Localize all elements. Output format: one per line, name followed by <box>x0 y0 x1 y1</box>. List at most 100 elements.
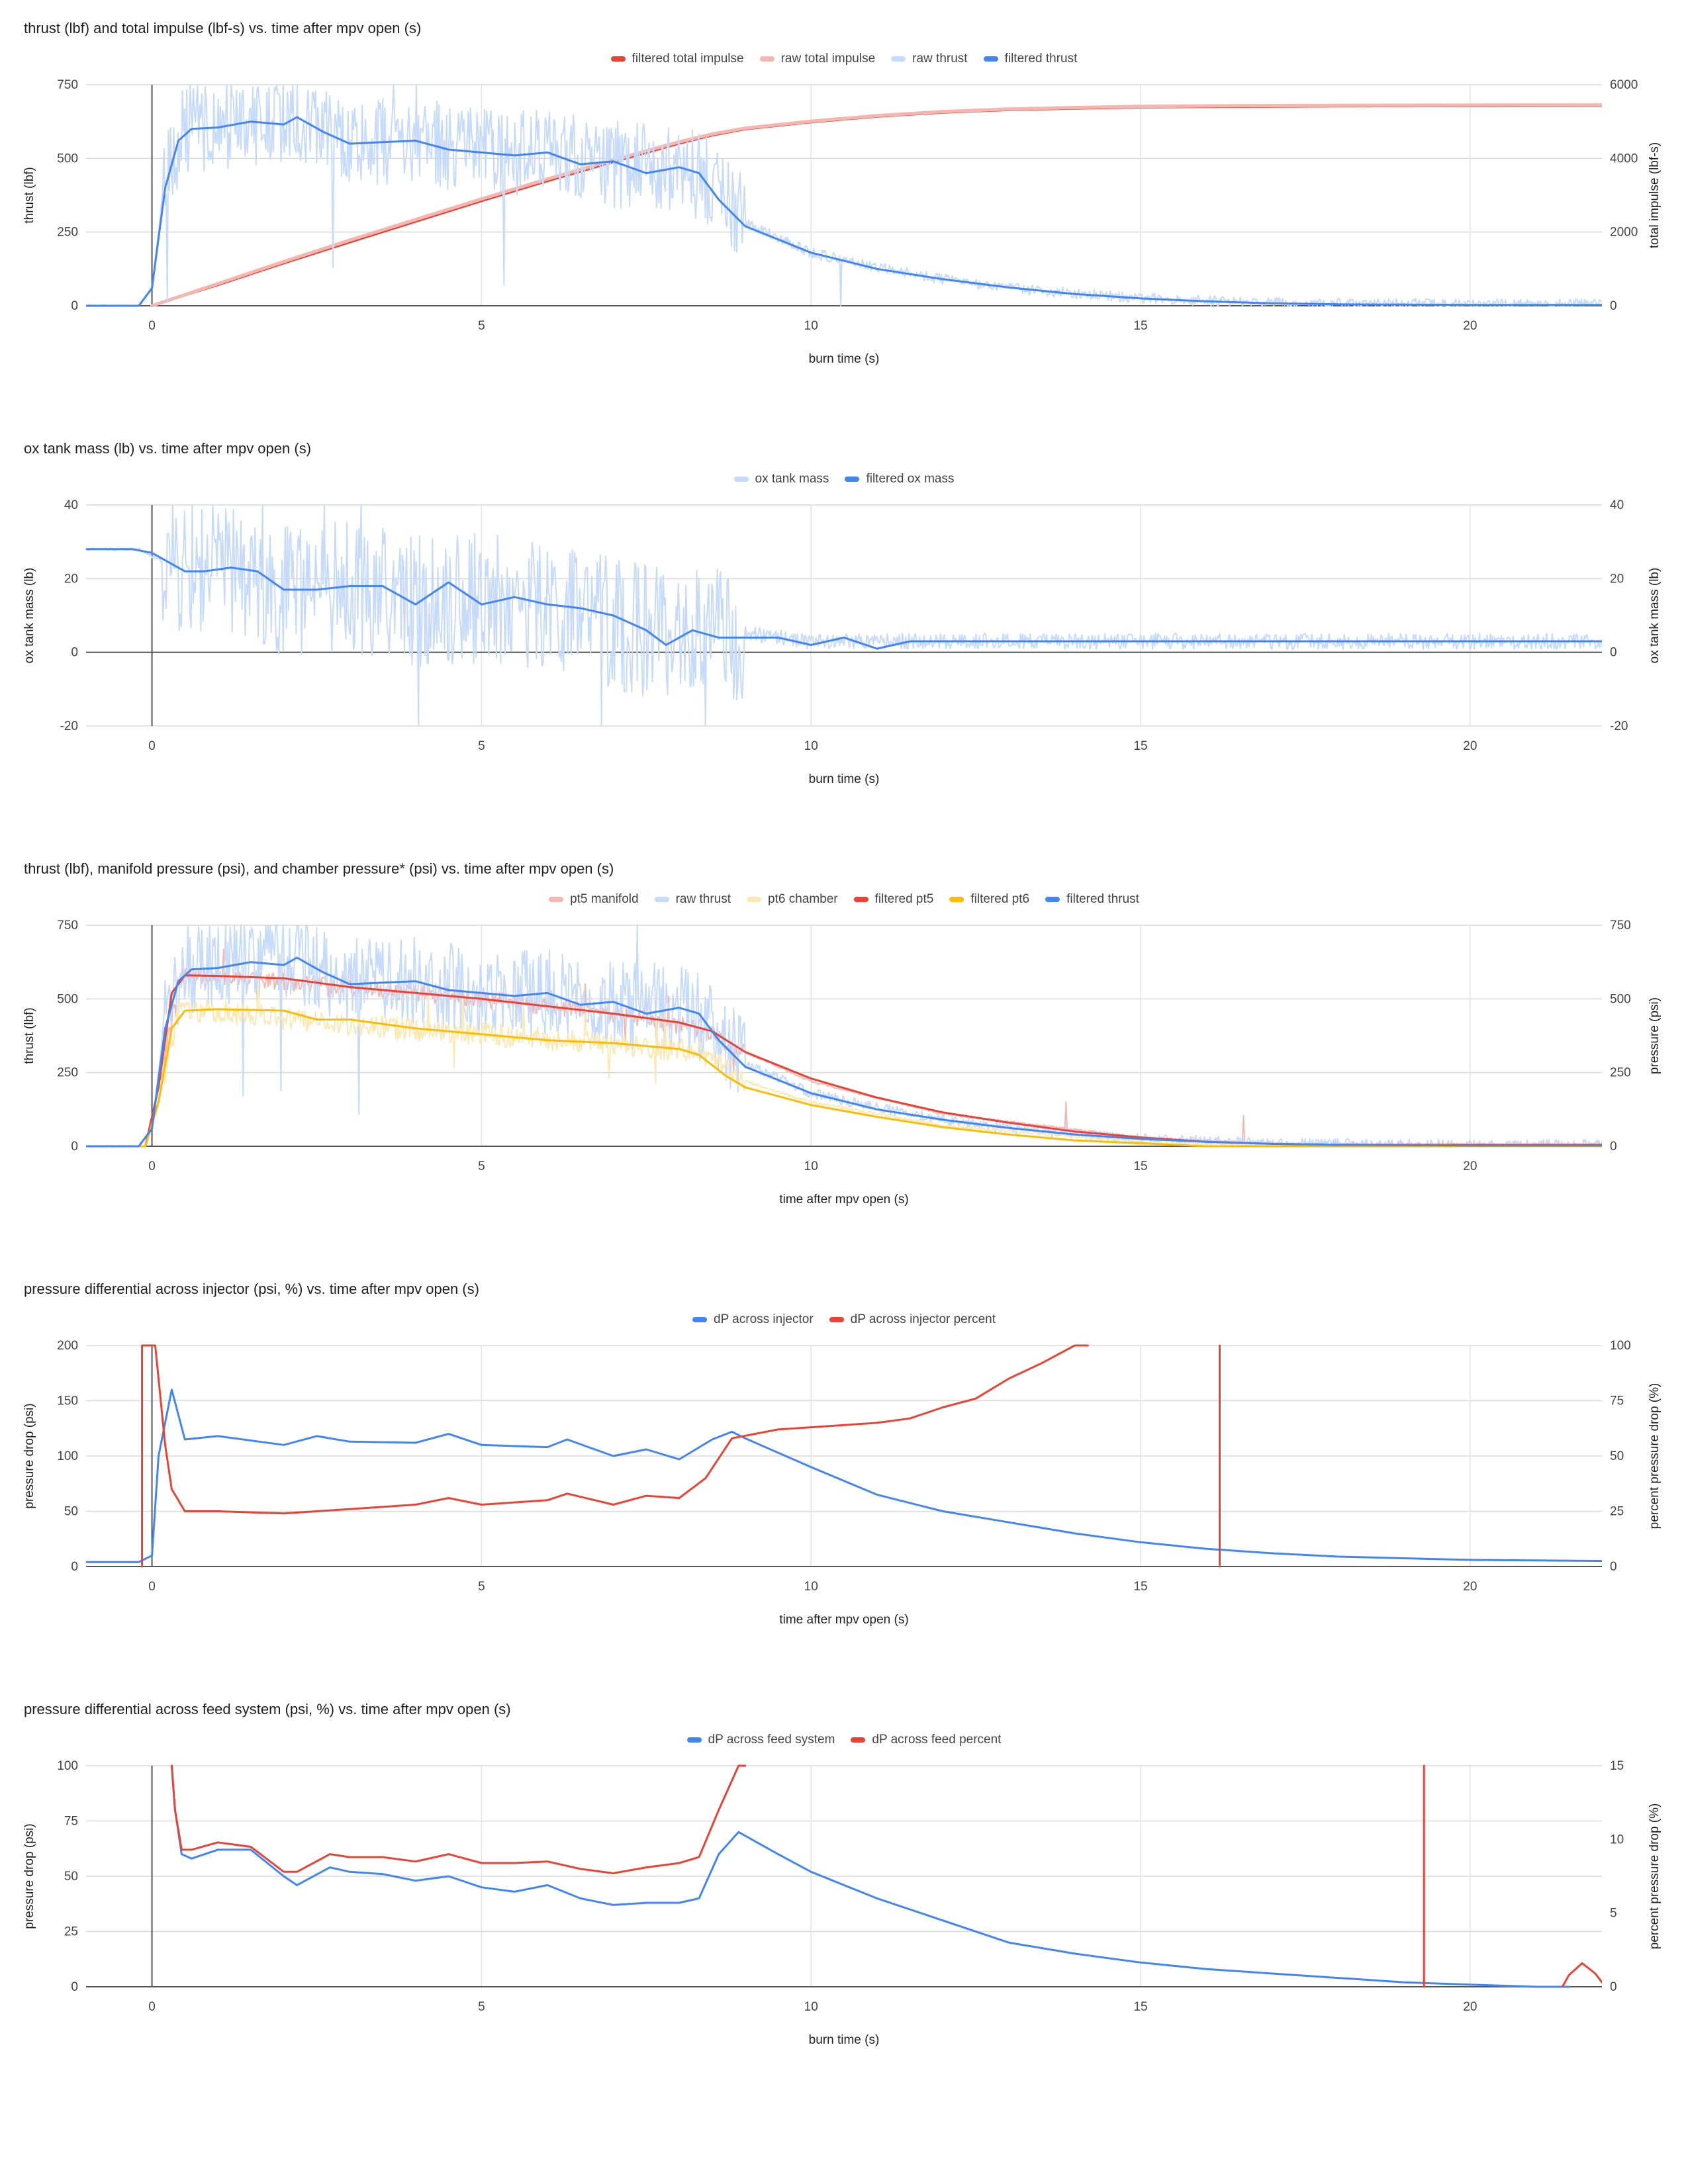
legend-swatch <box>853 896 868 902</box>
y2-tick-label: -20 <box>1610 719 1628 733</box>
series-line-raw-thrust <box>86 925 1602 1147</box>
legend-item-dp-across-injector: dP across injector <box>692 1312 814 1327</box>
y-tick-label: 100 <box>57 1759 78 1773</box>
legend-swatch <box>686 1737 702 1743</box>
y-axis-title: thrust (lbf) <box>23 1007 36 1064</box>
x-tick-label: 0 <box>148 1580 156 1594</box>
chart-legend: filtered total impulse raw total impulse r… <box>0 52 1688 66</box>
x-tick-label: 5 <box>478 2000 485 2014</box>
y-tick-label: 75 <box>64 1815 78 1829</box>
chart-legend: dP across feed system dP across feed perc… <box>0 1733 1688 1747</box>
y2-tick-label: 50 <box>1610 1449 1624 1463</box>
y2-tick-label: 0 <box>1610 299 1617 313</box>
legend-item-raw-total-impulse: raw total impulse <box>759 52 876 66</box>
chart-legend: pt5 manifold raw thrust pt6 chamber filtere… <box>0 892 1688 907</box>
y2-axis-title: ox tank mass (lb) <box>1648 568 1662 664</box>
legend-item-filtered-thrust: filtered thrust <box>983 52 1078 66</box>
series-line-raw-total-impulse <box>150 103 1602 307</box>
x-tick-label: 0 <box>148 739 156 753</box>
series-line-pt5-manifold <box>86 948 1602 1147</box>
x-tick-label: 20 <box>1463 1580 1477 1594</box>
legend-item-dp-across-feed-system: dP across feed system <box>686 1733 835 1747</box>
x-axis-title: time after mpv open (s) <box>779 1613 908 1627</box>
legend-label: raw total impulse <box>780 52 876 66</box>
legend-swatch <box>692 1316 707 1322</box>
legend-label: filtered pt5 <box>874 892 934 906</box>
y-tick-label: 25 <box>64 1925 78 1939</box>
series-line-filtered-thrust <box>86 116 1602 307</box>
x-tick-label: 10 <box>804 1160 818 1173</box>
x-tick-label: 20 <box>1463 1160 1477 1173</box>
y-tick-label: 500 <box>57 992 78 1006</box>
chart-legend: ox tank mass filtered ox mass <box>0 472 1688 486</box>
y2-axis-title: total impulse (lbf-s) <box>1648 142 1662 249</box>
y2-tick-label: 4000 <box>1610 152 1638 165</box>
chart-legend: dP across injector dP across injector per… <box>0 1312 1688 1327</box>
legend-item-filtered-total-impulse: filtered total impulse <box>610 52 744 66</box>
y-axis-title: pressure drop (psi) <box>23 1403 36 1508</box>
legend-item-raw-thrust: raw thrust <box>654 892 731 907</box>
series-line-pt6-chamber <box>86 979 1602 1147</box>
x-tick-label: 15 <box>1133 1160 1147 1173</box>
y-tick-label: 50 <box>64 1870 78 1884</box>
x-tick-label: 5 <box>478 1160 485 1173</box>
legend-label: ox tank mass <box>755 472 829 486</box>
legend-item-filtered-pt6: filtered pt6 <box>949 892 1029 907</box>
chart-title: thrust (lbf) and total impulse (lbf-s) v… <box>24 20 422 36</box>
x-tick-label: 20 <box>1463 2000 1477 2014</box>
chart-plot: -20 0 20 40 -20 0 20 40 0 5 10 15 20 burn time (s) ox … <box>23 498 1662 786</box>
series-line-dp-across-feed-system <box>170 1764 1570 1988</box>
series-group <box>86 925 1602 1148</box>
x-tick-label: 0 <box>148 1160 156 1173</box>
y-tick-label: 20 <box>64 572 78 586</box>
y-axis-title: ox tank mass (lb) <box>23 568 36 664</box>
y2-tick-label: 20 <box>1610 572 1624 586</box>
y2-tick-label: 25 <box>1610 1505 1624 1519</box>
legend-item-dp-across-feed-percent: dP across feed percent <box>851 1733 1001 1747</box>
x-axis-title: burn time (s) <box>809 2033 880 2047</box>
legend-label: raw thrust <box>912 52 968 66</box>
legend-label: filtered thrust <box>1004 52 1078 66</box>
x-tick-label: 0 <box>148 2000 156 2014</box>
y-tick-label: -20 <box>60 719 78 733</box>
legend-item-filtered-thrust: filtered thrust <box>1045 892 1139 907</box>
x-axis-title: burn time (s) <box>809 772 880 786</box>
y2-tick-label: 0 <box>1610 1560 1617 1574</box>
chart-plot: 0 250 500 750 0 2000 4000 6000 0 5 10 15 20 burn time… <box>23 78 1662 366</box>
x-tick-label: 15 <box>1133 739 1147 753</box>
legend-item-filtered-pt5: filtered pt5 <box>853 892 934 907</box>
y2-tick-label: 10 <box>1610 1833 1624 1846</box>
chart-title: pressure differential across injector (p… <box>24 1281 479 1297</box>
y2-tick-label: 0 <box>1610 1140 1617 1154</box>
y2-tick-label: 500 <box>1610 992 1631 1006</box>
chart-plot: 0 25 50 75 100 0 5 10 15 0 5 10 15 20 burn time (s) pre… <box>23 1759 1662 2047</box>
y-tick-label: 0 <box>71 646 78 660</box>
legend-item-raw-thrust: raw thrust <box>891 52 968 66</box>
y-tick-label: 0 <box>71 1140 78 1154</box>
chart-plot: 0 50 100 150 200 0 25 50 75 100 0 5 10 15 20 time after… <box>23 1339 1662 1627</box>
series-line-dp-across-injector-percent <box>141 1344 1089 1568</box>
y2-tick-label: 6000 <box>1610 78 1638 92</box>
y-tick-label: 40 <box>64 498 78 512</box>
legend-label: raw thrust <box>675 892 731 906</box>
series-group <box>86 504 1602 727</box>
series-group <box>86 84 1602 307</box>
x-tick-label: 5 <box>478 1580 485 1594</box>
x-tick-label: 15 <box>1133 1580 1147 1594</box>
series-line-filtered-pt6 <box>86 1008 1602 1148</box>
y2-tick-label: 100 <box>1610 1339 1631 1353</box>
x-tick-label: 20 <box>1463 319 1477 333</box>
legend-swatch <box>983 56 998 62</box>
x-tick-label: 15 <box>1133 319 1147 333</box>
x-axis-title: time after mpv open (s) <box>779 1193 908 1206</box>
chart-ox-tank-mass: -20 0 20 40 -20 0 20 40 0 5 10 15 20 burn time (s) ox … <box>0 420 1688 844</box>
legend-label: filtered thrust <box>1066 892 1139 906</box>
y2-tick-label: 0 <box>1610 1980 1617 1994</box>
y-tick-label: 0 <box>71 1980 78 1994</box>
legend-label: filtered ox mass <box>866 472 955 486</box>
series-line-ox-tank-mass <box>86 504 1602 727</box>
legend-item-dp-across-injector-percent: dP across injector percent <box>829 1312 996 1327</box>
y2-axis-title: percent pressure drop (%) <box>1648 1383 1662 1529</box>
legend-swatch <box>949 896 964 902</box>
y-tick-label: 100 <box>57 1449 78 1463</box>
